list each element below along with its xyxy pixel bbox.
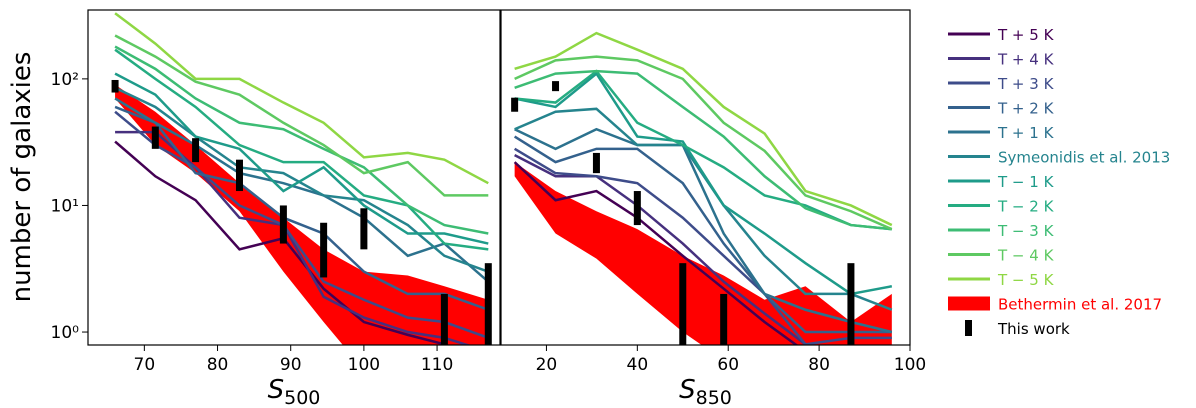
error-bar: [847, 263, 855, 345]
series-line: [513, 161, 799, 345]
x-tick-label: 80: [207, 355, 229, 375]
band-area: [514, 162, 892, 345]
error-bar: [279, 205, 287, 244]
legend-label: T − 3 K: [997, 222, 1055, 240]
error-bar: [592, 152, 600, 174]
x-tick-label: 110: [421, 355, 453, 375]
x-tick-label: 40: [627, 355, 649, 375]
x-label-subscript: 850: [696, 387, 732, 408]
x-tick-label: 90: [280, 355, 302, 375]
x-label-subscript: 500: [284, 387, 320, 408]
x-label-symbol: S: [268, 375, 285, 405]
legend-label: T + 4 K: [997, 51, 1055, 69]
series-line: [514, 127, 893, 334]
panel: [111, 12, 492, 345]
legend-label: T − 4 K: [997, 247, 1055, 265]
error-bar: [235, 159, 243, 192]
series-line: [514, 69, 892, 231]
x-tick-label: 80: [808, 355, 830, 375]
legend-label: T + 2 K: [997, 100, 1055, 118]
legend-label: Bethermin et al. 2017: [998, 296, 1162, 314]
legend-label: T + 1 K: [997, 124, 1055, 142]
x-label-symbol: S: [679, 375, 696, 405]
series-line: [513, 135, 892, 334]
legend-label: T − 1 K: [997, 173, 1055, 191]
x-tick-label: 100: [894, 355, 926, 375]
error-bar: [151, 126, 159, 149]
error-bar: [633, 191, 641, 226]
legend-label: T − 2 K: [997, 198, 1055, 216]
series-line: [114, 72, 489, 245]
x-tick-label: 20: [536, 355, 558, 375]
error-bar: [552, 81, 560, 92]
series-line: [513, 147, 892, 345]
error-bar: [440, 293, 448, 345]
series-line: [114, 34, 489, 197]
plot-frame: [87, 9, 501, 346]
legend-label: Symeonidis et al. 2013: [998, 149, 1170, 167]
legend-label: T + 5 K: [997, 26, 1055, 44]
error-bar: [111, 79, 119, 93]
series-line: [514, 31, 893, 227]
x-tick-label: 70: [134, 355, 156, 375]
error-bar: [192, 138, 200, 163]
band-area: [115, 84, 489, 345]
legend-label: T + 3 K: [997, 75, 1055, 93]
y-tick-label: 10¹: [51, 196, 79, 216]
y-tick-label: 10⁰: [51, 323, 80, 343]
legend-label: This work: [997, 320, 1070, 338]
series-line: [114, 86, 489, 273]
series-line: [114, 97, 490, 283]
error-bar: [679, 263, 687, 345]
series-line: [114, 110, 489, 340]
error-bar: [484, 263, 492, 345]
error-bar: [720, 293, 728, 345]
x-tick-label: 60: [717, 355, 739, 375]
error-bar: [320, 222, 328, 278]
x-axis-label: S500: [268, 375, 321, 408]
series-line: [114, 140, 450, 345]
series-line: [514, 153, 818, 345]
plot-frame: [500, 9, 911, 346]
error-bar: [360, 208, 368, 250]
series-line: [114, 48, 489, 251]
series-line: [514, 55, 893, 231]
series-line: [514, 69, 892, 231]
y-axis-label: number of galaxies: [7, 52, 37, 303]
series-line: [514, 71, 893, 296]
legend-label: T − 5 K: [997, 271, 1055, 289]
series-line: [114, 105, 489, 311]
error-bar: [511, 97, 519, 112]
series-line: [114, 12, 489, 185]
panel: [511, 31, 893, 345]
x-tick-label: 100: [348, 355, 380, 375]
y-tick-label: 10²: [51, 70, 79, 90]
legend-swatch: [948, 296, 990, 311]
series-line: [114, 45, 489, 235]
legend-swatch: [965, 320, 972, 336]
x-axis-label: S850: [679, 375, 732, 408]
